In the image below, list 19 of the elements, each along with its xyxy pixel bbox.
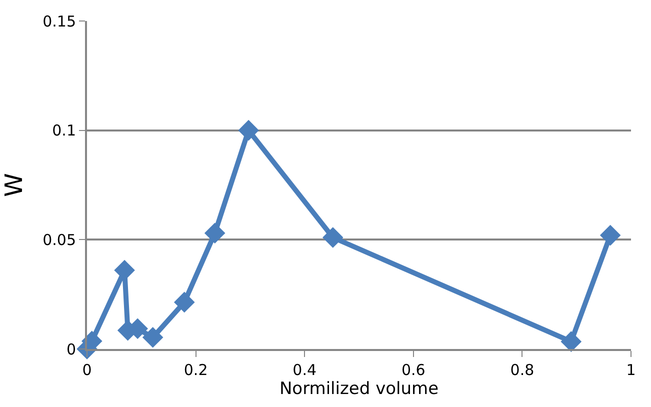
x-tick-label: 1 xyxy=(626,361,636,379)
x-tick-label: 0.4 xyxy=(292,361,317,379)
y-tick-label: 0 xyxy=(66,340,76,358)
x-tick-label: 0 xyxy=(82,361,92,379)
point xyxy=(204,222,226,244)
y-tick-label: 0.15 xyxy=(42,12,76,30)
point xyxy=(142,327,164,348)
y-tick-label: 0.05 xyxy=(42,230,76,249)
x-axis-title: Normilized volume xyxy=(279,379,439,399)
x-tick-label: 0.2 xyxy=(184,361,208,379)
y-tick-label: 0.1 xyxy=(52,122,76,140)
point xyxy=(322,227,344,248)
point xyxy=(238,120,259,141)
point xyxy=(174,292,195,313)
point xyxy=(600,224,621,246)
x-tick-label: 0.8 xyxy=(510,361,534,379)
x-tick-label: 0.6 xyxy=(401,361,426,379)
y-axis-title: W xyxy=(0,173,28,197)
point xyxy=(560,331,582,352)
